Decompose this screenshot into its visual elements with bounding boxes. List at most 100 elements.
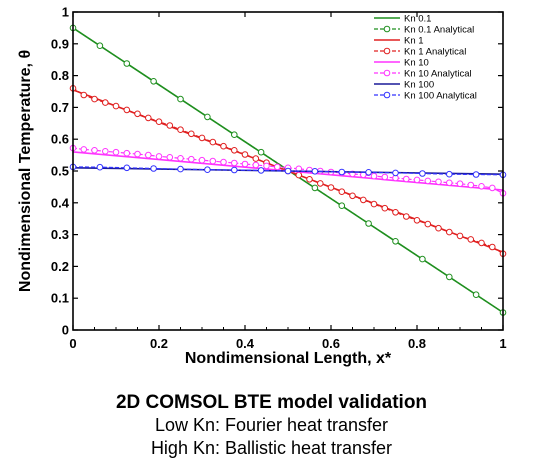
data-point [467,236,475,243]
data-point [478,183,485,190]
data-point [338,202,346,209]
caption-low-kn: Low Kn: Fourier heat transfer [154,415,389,435]
data-point [166,154,174,161]
data-point [123,164,131,172]
data-point [419,170,426,177]
data-point [435,178,442,186]
legend-label: Kn 1 Analytical [404,47,466,58]
data-point [123,106,131,114]
data-point [166,122,174,129]
data-point [123,149,131,157]
chart: 0 0.2 0.4 0.6 0.8 1 0 0.1 0.2 0.3 0.4 0.5 0.6 0.7 0.8 0… [17,5,507,368]
data-point [435,224,442,232]
legend-item: Kn 0.1 Analytical [374,25,474,36]
x-axis-label: Nondimensional Length, x* [185,350,392,367]
y-axis-label: Nondimensional Temperature, θ [17,50,34,292]
data-point [413,217,421,224]
data-point [241,160,249,168]
data-point [403,213,410,220]
data-point [145,151,152,159]
data-point [306,176,313,183]
data-point [102,148,109,155]
data-point [134,110,141,118]
data-point [446,179,453,187]
data-point [102,99,109,106]
data-point [284,167,292,175]
legend-marker [383,47,391,55]
data-point [134,150,141,158]
data-point [456,232,464,240]
data-point [96,42,104,50]
data-point [177,155,184,162]
y-tick-label: 1 [62,5,69,20]
y-tick-label: 0.6 [51,132,69,147]
data-point [327,184,335,191]
data-point [188,155,195,163]
legend-label: Kn 10 [404,58,429,69]
data-point [263,162,270,170]
series-kn-100-analytical [69,163,507,179]
data-point [424,220,432,228]
x-tick-label: 0.6 [322,336,340,351]
data-point [204,166,211,173]
y-tick-label: 0.1 [51,291,69,306]
x-tick-label: 0.8 [408,336,426,351]
legend-item: Kn 10 Analytical [374,69,472,80]
data-point [424,177,432,185]
legend-marker [383,69,391,77]
caption-high-kn: High Kn: Ballistic heat transfer [150,438,393,458]
series-line [72,27,504,314]
legend-item: Kn 1 Analytical [374,47,466,58]
y-tick-label: 0.2 [51,259,69,274]
data-point [150,78,157,85]
data-point [446,228,453,236]
data-point [177,95,184,103]
data-point [257,148,265,156]
data-point [311,184,319,192]
data-point [478,239,485,247]
data-point [220,142,227,150]
data-point [177,165,184,173]
data-point [317,180,324,187]
data-point [91,147,98,154]
y-tick-label: 0.9 [51,36,69,51]
data-point [252,161,260,169]
legend-item: Kn 0.1 [374,14,431,25]
y-tick-label: 0.8 [51,68,69,83]
data-point [204,113,211,121]
data-point [472,291,480,299]
data-point [177,126,184,133]
data-point [489,184,496,192]
y-tick-label: 0 [62,323,69,338]
data-point [381,173,389,181]
data-point [231,147,238,154]
data-point [112,148,120,156]
x-tick-label: 1 [499,336,506,351]
data-point [198,156,206,164]
y-tick-label: 0.7 [51,100,69,115]
data-point [365,220,372,227]
data-point [338,188,346,195]
x-tick-label: 0 [69,336,76,351]
data-point [252,155,260,162]
series-kn-0-1-analytical [69,24,507,316]
data-point [220,158,227,166]
legend-label: Kn 0.1 Analytical [404,25,474,36]
legend-item: Kn 1 [374,36,424,47]
data-point [472,171,480,178]
data-point [231,159,238,167]
data-point [295,171,303,179]
legend-label: Kn 1 [404,36,424,47]
plot-series [69,24,507,316]
data-point [123,60,131,67]
legend-label: Kn 100 [404,80,434,91]
data-point [91,95,98,103]
data-point [446,273,453,281]
series-line [72,147,504,194]
data-point [209,157,217,165]
data-point [150,165,157,172]
legend-marker [383,91,391,99]
data-point [96,163,104,171]
data-point [155,118,163,125]
